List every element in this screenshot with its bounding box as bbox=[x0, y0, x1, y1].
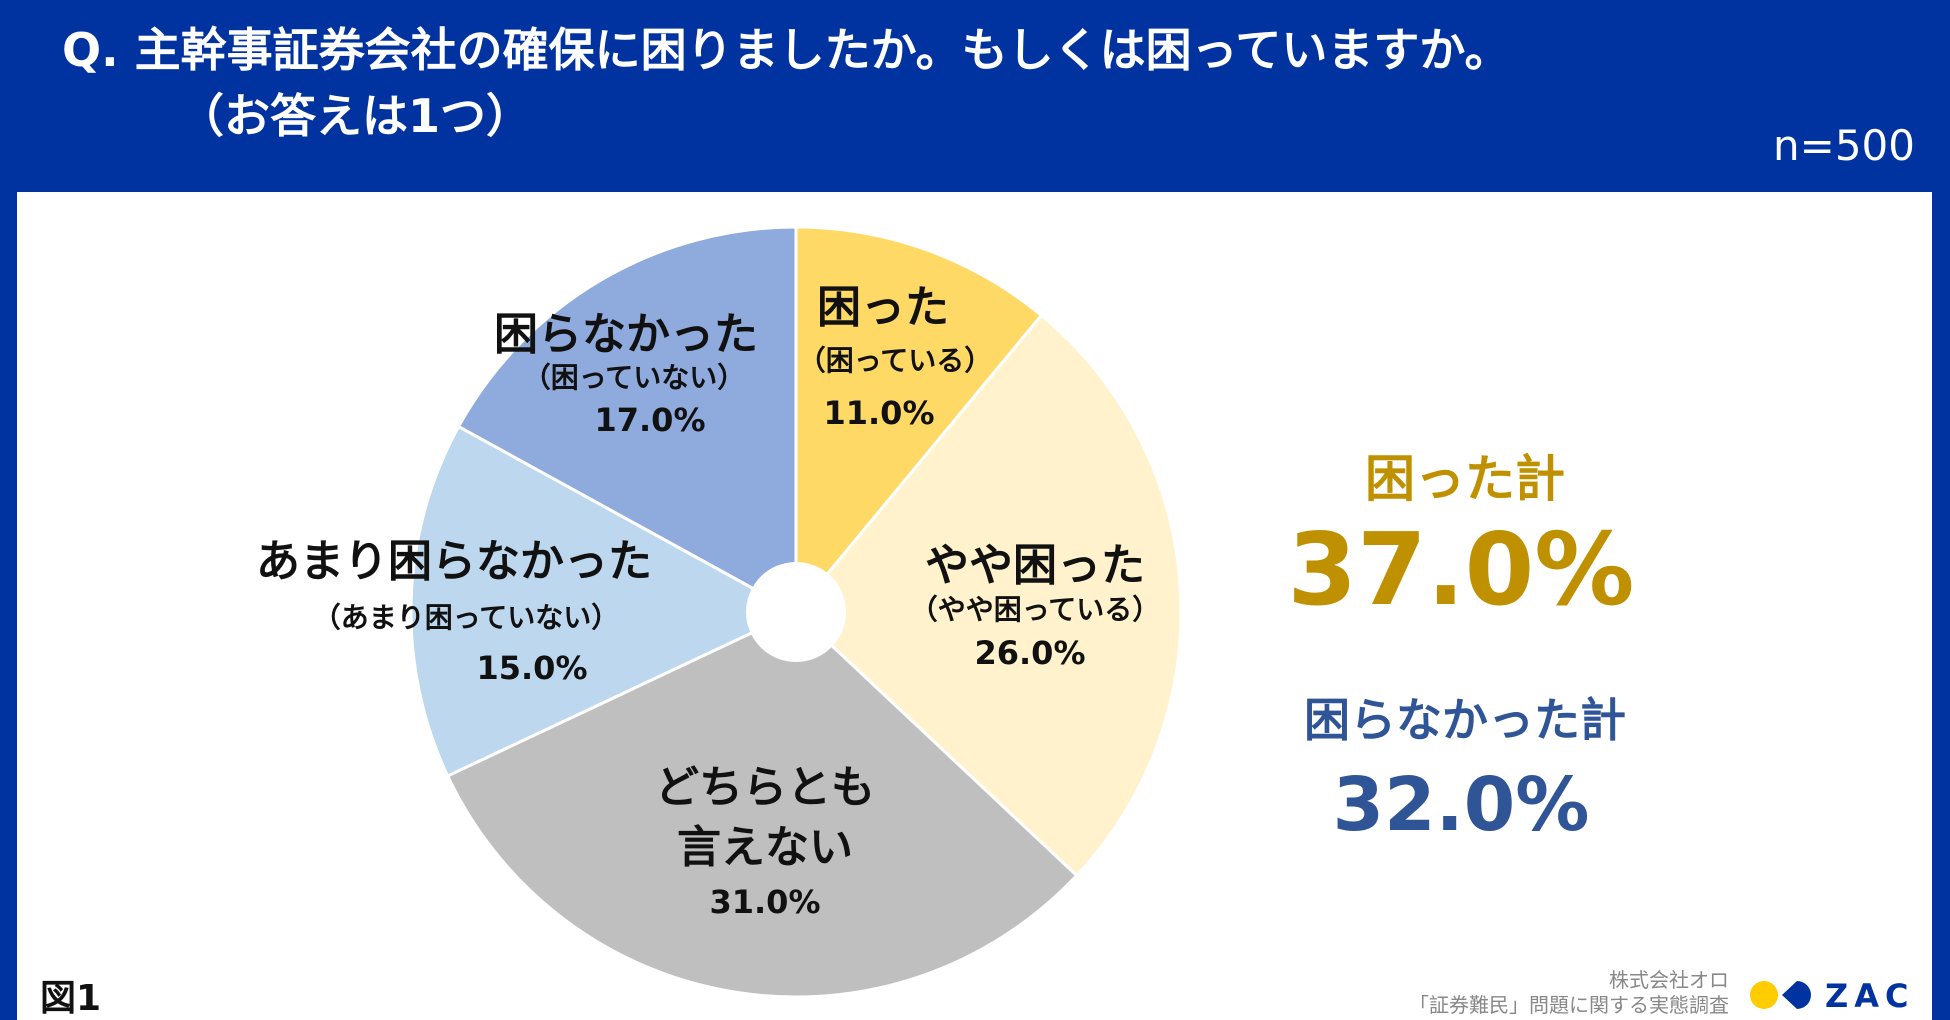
pie-slice-2 bbox=[445, 610, 1079, 999]
slice-value-1: 26.0% bbox=[974, 634, 1085, 672]
pie-slice-3 bbox=[409, 424, 800, 778]
zac-logo: ZAC bbox=[1750, 977, 1914, 1015]
slice-label-2: どちらとも bbox=[655, 762, 875, 813]
slice-value-2: 31.0% bbox=[709, 883, 820, 921]
slice-value-3: 15.0% bbox=[476, 649, 587, 687]
slice-label-3: あまり困らなかった bbox=[256, 536, 652, 587]
total-troubled-value: 37.0% bbox=[1288, 511, 1635, 628]
slice-value-4: 17.0% bbox=[594, 401, 705, 439]
slice-sublabel-1: （やや困っている） bbox=[910, 593, 1161, 626]
slice-label-4: 困らなかった bbox=[494, 309, 758, 360]
figure-label: 図1 bbox=[40, 978, 101, 1019]
total-not-troubled-value: 32.0% bbox=[1333, 762, 1590, 848]
slice-label2-2: 言えない bbox=[677, 822, 853, 873]
pie-chart bbox=[409, 225, 1183, 999]
pie-slice-4 bbox=[456, 225, 798, 615]
slice-sublabel-3: （あまり困っていない） bbox=[313, 601, 620, 634]
slice-sublabel-0: （困っている） bbox=[798, 344, 993, 377]
total-not-troubled-label: 困らなかった計 bbox=[1304, 693, 1626, 747]
question-subtitle: （お答えは1つ） bbox=[178, 89, 532, 143]
pie-slice-0 bbox=[794, 225, 1044, 617]
total-troubled-label: 困った計 bbox=[1365, 450, 1565, 508]
slice-label-1: やや困った bbox=[925, 540, 1145, 591]
logo-yellow-dot bbox=[1750, 981, 1778, 1009]
donut-hole bbox=[746, 562, 846, 662]
pie-slice-1 bbox=[793, 313, 1183, 878]
source-company: 株式会社オロ bbox=[1609, 968, 1729, 992]
question-title: Q. 主幹事証券会社の確保に困りましたか。もしくは困っていますか。 bbox=[62, 23, 1510, 77]
logo-blue-dot bbox=[1782, 981, 1811, 1009]
slice-sublabel-4: （困っていない） bbox=[523, 361, 746, 394]
source-survey: 「証券難民」問題に関する実態調査 bbox=[1409, 993, 1729, 1017]
logo-text: ZAC bbox=[1825, 977, 1914, 1015]
slice-label-0: 困った bbox=[817, 282, 949, 333]
slice-value-0: 11.0% bbox=[823, 394, 934, 432]
sample-size: n=500 bbox=[1773, 121, 1915, 170]
